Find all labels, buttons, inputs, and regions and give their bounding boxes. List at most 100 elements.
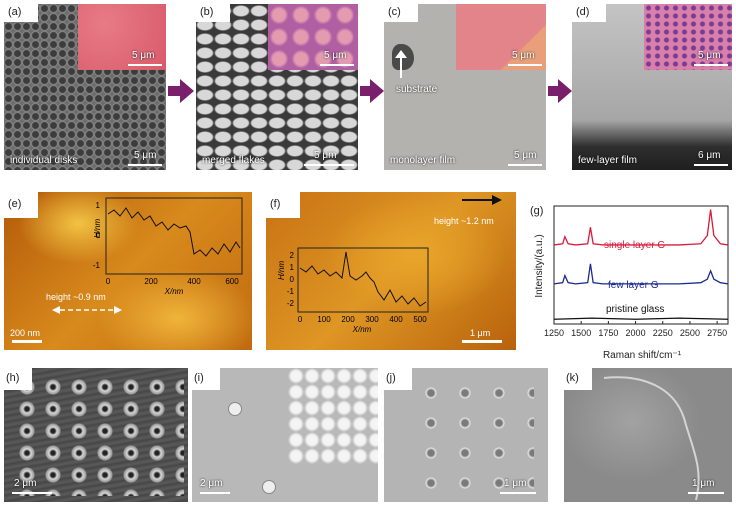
panel-k: 1 μm (k) xyxy=(564,368,732,502)
panel-label: (g) xyxy=(530,205,543,217)
xtick: 0 xyxy=(106,277,111,286)
scale-bar xyxy=(500,492,536,494)
xtick-label: 1250 xyxy=(544,328,564,338)
ytick: -1 xyxy=(93,261,101,270)
main-scale-bar xyxy=(694,164,728,166)
xtick-label: 2250 xyxy=(653,328,673,338)
xtick: 600 xyxy=(225,277,239,286)
scale-bar xyxy=(200,492,230,494)
inset-scale-bar xyxy=(508,64,542,66)
panel-label: (a) xyxy=(4,4,38,22)
height-annotation: height ~0.9 nm xyxy=(46,292,106,302)
panel-caption: few-layer film xyxy=(578,155,637,166)
main-scale-label: 5 μm xyxy=(514,150,537,161)
flake xyxy=(228,402,242,416)
ytick: 0 xyxy=(290,275,295,284)
panel-label: (j) xyxy=(384,368,412,390)
film-edge xyxy=(603,376,700,501)
disk-array xyxy=(14,376,184,496)
panel-h: 2 μm (h) xyxy=(4,368,188,502)
panel-label: (d) xyxy=(572,4,606,22)
flake xyxy=(262,480,276,494)
main-scale-label: 6 μm xyxy=(698,150,721,161)
main-scale-label: 5 μm xyxy=(314,150,337,161)
xlabel: Raman shift/cm⁻¹ xyxy=(603,350,682,361)
panel-caption: monolayer film xyxy=(390,155,456,166)
xlabel: X/nm xyxy=(164,287,184,296)
optical-inset-b xyxy=(268,4,358,70)
scale-label: 1 μm xyxy=(692,478,715,489)
height-profile-plot-f: height ~1.2 nm 2 1 0 -1 -2 H/nm 0 100 20… xyxy=(277,195,502,343)
profile-frame xyxy=(105,197,243,275)
inset-scale-label: 5 μm xyxy=(324,50,347,61)
panel-e: 1 0 -1 H/nm 0 200 400 600 X/nm height ~0… xyxy=(4,192,252,350)
xtick-label: 2000 xyxy=(626,328,646,338)
substrate-annotation: substrate xyxy=(396,84,438,95)
panel-label: (i) xyxy=(192,368,220,390)
xtick: 0 xyxy=(298,315,303,324)
profile-line xyxy=(299,251,427,307)
main-scale-bar xyxy=(128,164,162,166)
main-scale-bar xyxy=(508,164,542,166)
xtick: 300 xyxy=(365,315,379,324)
scale-label: 200 nm xyxy=(10,328,40,338)
plot-frame xyxy=(553,205,729,325)
raman-chart: (g) Intensity/(a.u.) single layer G few … xyxy=(530,205,729,361)
ytick: -1 xyxy=(287,287,295,296)
xtick-label: 1750 xyxy=(598,328,618,338)
disk-scatter xyxy=(414,378,534,498)
ylabel: H/nm xyxy=(277,261,286,280)
inset-scale-label: 5 μm xyxy=(698,50,721,61)
panel-caption: merged flakes xyxy=(202,155,265,166)
main-scale-bar xyxy=(304,164,354,166)
xlabel: X/nm xyxy=(352,325,372,334)
xtick: 200 xyxy=(341,315,355,324)
scale-bar xyxy=(12,492,52,494)
panel-d: 5 μm few-layer film 6 μm (d) xyxy=(572,4,732,170)
ytick: 1 xyxy=(96,201,101,210)
series-label-few: few layer G xyxy=(608,280,659,291)
series-label-glass: pristine glass xyxy=(606,304,664,315)
inset-scale-bar xyxy=(694,64,728,66)
up-arrow-icon xyxy=(400,56,402,78)
ytick: 2 xyxy=(290,251,295,260)
panel-a: 5 μm individual disks 5 μm (a) xyxy=(4,4,166,170)
panel-j: 1 μm (j) xyxy=(384,368,548,502)
xtick: 400 xyxy=(187,277,201,286)
inset-scale-bar xyxy=(128,64,162,66)
series-line-2 xyxy=(553,317,729,320)
panel-i: 2 μm (i) xyxy=(192,368,378,502)
panel-b: 5 μm merged flakes 5 μm (b) xyxy=(196,4,358,170)
scale-bar xyxy=(688,492,724,494)
panel-label: (h) xyxy=(4,368,32,390)
xtick: 400 xyxy=(389,315,403,324)
inset-scale-label: 5 μm xyxy=(512,50,535,61)
series-line-0 xyxy=(553,209,729,246)
panel-label: (e) xyxy=(4,192,38,218)
xtick: 200 xyxy=(144,277,158,286)
xtick-label: 2500 xyxy=(680,328,700,338)
height-profile-plot-e: 1 0 -1 H/nm 0 200 400 600 X/nm height ~0… xyxy=(10,197,243,343)
panel-caption: individual disks xyxy=(10,155,78,166)
arrow-icon xyxy=(492,195,502,205)
main-scale-label: 5 μm xyxy=(134,150,157,161)
xtick: 500 xyxy=(413,315,427,324)
ylabel: H/nm xyxy=(93,219,102,238)
xtick-label: 1500 xyxy=(571,328,591,338)
xtick: 100 xyxy=(317,315,331,324)
panel-g: (g) Intensity/(a.u.) single layer G few … xyxy=(526,204,732,362)
up-arrow-head xyxy=(395,50,407,58)
scale-bar xyxy=(462,340,502,343)
xtick-label: 2750 xyxy=(707,328,727,338)
ytick: 0 xyxy=(96,231,101,240)
panel-label: (b) xyxy=(196,4,230,22)
series-line-1 xyxy=(553,263,729,285)
scale-label: 1 μm xyxy=(504,478,527,489)
panel-label: (f) xyxy=(266,192,300,218)
profile-frame xyxy=(297,247,429,313)
optical-inset-c xyxy=(456,4,546,70)
scale-label: 2 μm xyxy=(200,478,223,489)
panel-label: (c) xyxy=(384,4,418,22)
panel-label: (k) xyxy=(564,368,592,390)
panel-f: height ~1.2 nm 2 1 0 -1 -2 H/nm 0 100 20… xyxy=(266,192,516,350)
